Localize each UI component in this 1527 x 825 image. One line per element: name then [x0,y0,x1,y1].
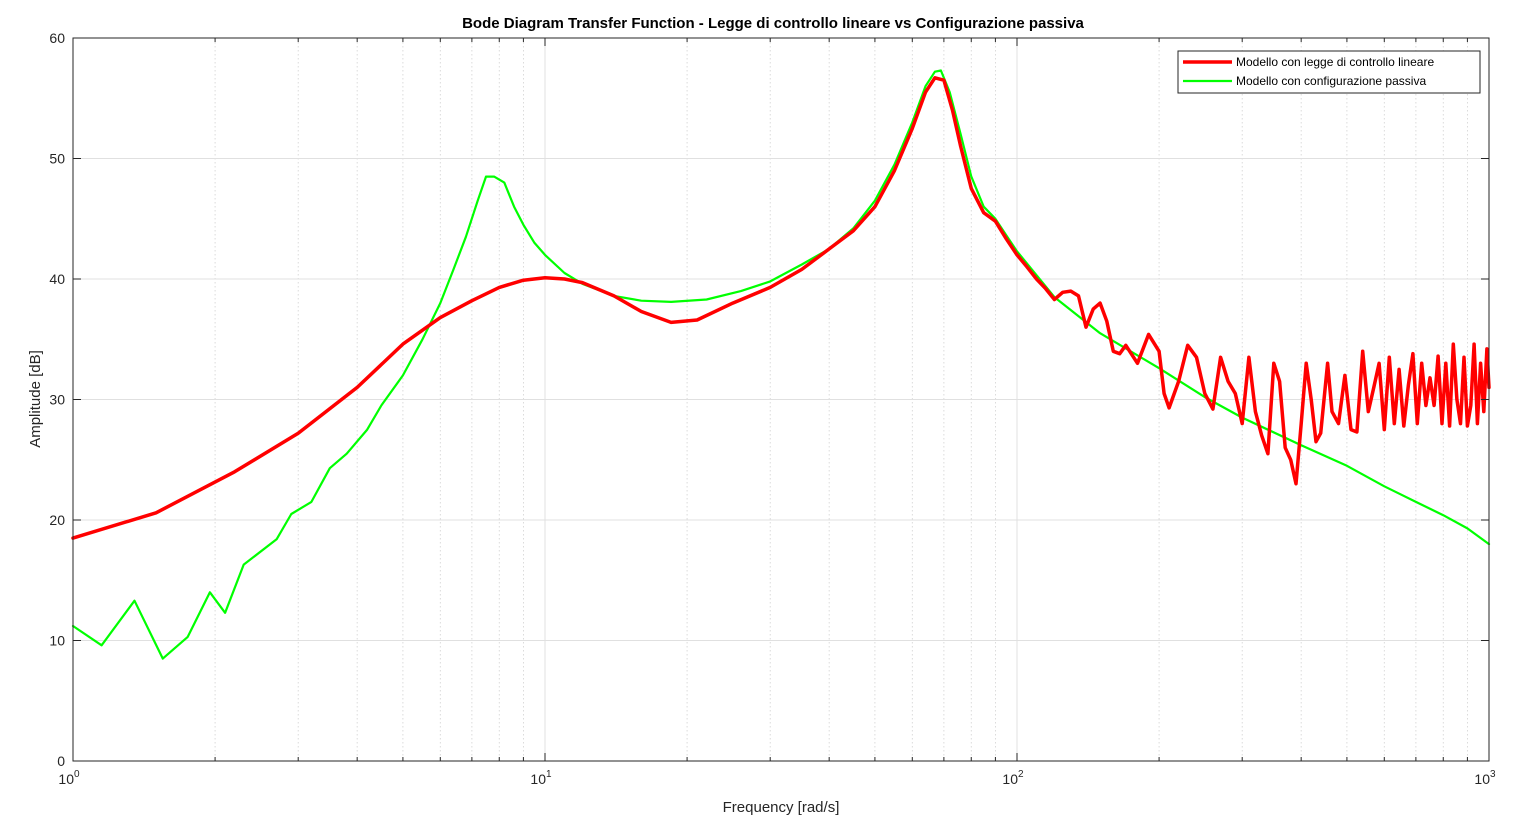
legend: Modello con legge di controllo lineare M… [1177,50,1481,94]
y-tick-label: 50 [49,151,65,167]
x-tick-labels: 100 101 102 103 [58,769,1496,787]
legend-box [1177,50,1481,94]
y-tick-label: 20 [49,512,65,528]
series-line-passive [71,69,1491,660]
series-layer [71,69,1491,660]
x-tick-label: 101 [530,769,552,787]
x-tick-label: 100 [58,769,80,787]
y-tick-label: 10 [49,633,65,649]
x-tick-label: 103 [1474,769,1496,787]
y-tick-label: 30 [49,392,65,408]
series-line-control [71,76,1491,540]
y-tick-label: 40 [49,271,65,287]
x-tick-label: 102 [1002,769,1024,787]
y-tick-label: 60 [49,30,65,46]
ticks-layer [72,37,1490,762]
legend-label-control: Modello con legge di controllo lineare [1236,55,1434,69]
legend-label-passive: Modello con configurazione passiva [1236,74,1426,88]
y-tick-labels: 0 10 20 30 40 50 60 [49,30,65,769]
x-axis-label: Frequency [rad/s] [723,799,840,816]
y-axis-label: Amplitude [dB] [27,350,44,448]
chart-title: Bode Diagram Transfer Function - Legge d… [462,15,1084,32]
y-tick-label: 0 [57,753,65,769]
